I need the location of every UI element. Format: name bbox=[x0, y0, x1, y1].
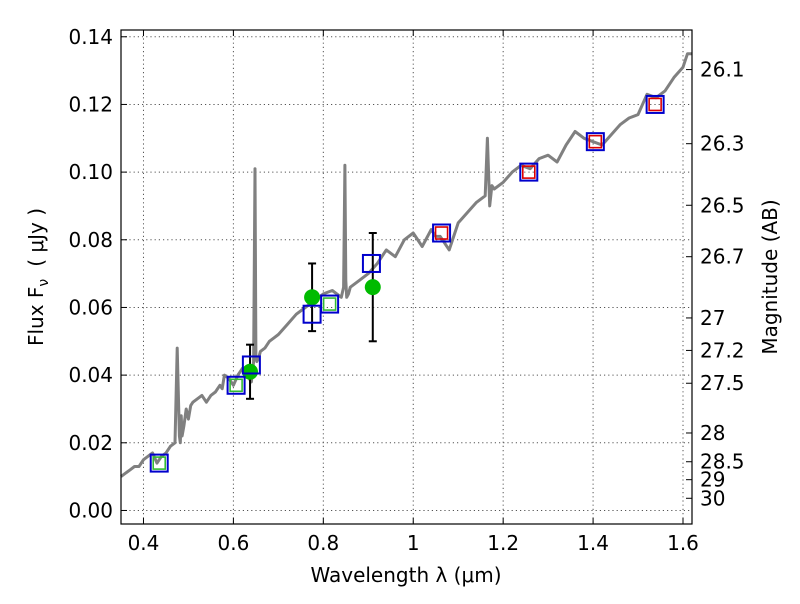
y-tick-label: 0.00 bbox=[68, 498, 113, 522]
x-tick-label: 1.2 bbox=[487, 531, 519, 555]
grid bbox=[121, 30, 692, 524]
y-tick-label: 0.10 bbox=[68, 160, 113, 184]
mag-tick-label: 28.5 bbox=[700, 450, 745, 474]
red-box bbox=[521, 165, 536, 179]
red-box bbox=[648, 97, 662, 112]
y-axis-title: Flux Fν ( μJy ) bbox=[24, 208, 52, 346]
model-flux-box bbox=[519, 162, 539, 182]
model-flux-box bbox=[226, 375, 246, 395]
mag-tick-label: 26.5 bbox=[700, 193, 745, 217]
y-tick-label: 0.12 bbox=[68, 92, 113, 116]
x-tick-label: 0.4 bbox=[128, 531, 160, 555]
model-flux-box bbox=[149, 453, 169, 473]
green-box bbox=[152, 456, 167, 470]
mag-tick-label: 30 bbox=[700, 486, 725, 510]
model-flux-box bbox=[302, 304, 322, 324]
spectrum-line bbox=[120, 52, 692, 478]
green-box bbox=[229, 378, 243, 393]
y-tick-label: 0.06 bbox=[68, 295, 113, 319]
red-box bbox=[588, 134, 603, 149]
model-flux-box bbox=[645, 94, 665, 114]
model-flux-box bbox=[432, 223, 452, 243]
mag-tick-label: 27.5 bbox=[700, 371, 745, 395]
y-axis-title-main: Flux F bbox=[24, 287, 48, 346]
x-tick-label: 1 bbox=[407, 531, 420, 555]
red-box bbox=[434, 226, 449, 240]
model-flux-box bbox=[361, 253, 381, 273]
y-tick-label: 0.08 bbox=[68, 228, 113, 252]
x-axis-title: Wavelength λ (μm) bbox=[310, 563, 501, 587]
observed-point bbox=[364, 279, 381, 296]
plot-frame bbox=[120, 29, 693, 525]
y-axis-title-unit: ( μJy ) bbox=[24, 208, 48, 267]
green-box bbox=[322, 297, 337, 311]
y-tick-label: 0.04 bbox=[68, 363, 113, 387]
mag-tick-label: 26.3 bbox=[700, 132, 745, 156]
x-tick-label: 1.6 bbox=[667, 531, 699, 555]
y-tick-label: 0.02 bbox=[68, 431, 113, 455]
model-flux-box bbox=[585, 132, 605, 152]
points-layer bbox=[149, 94, 665, 473]
mag-tick-label: 29 bbox=[700, 468, 725, 492]
mag-tick-label: 27 bbox=[700, 306, 725, 330]
model-flux-box bbox=[241, 355, 261, 375]
y-axis-title-subscript: ν bbox=[36, 279, 52, 287]
observed-point bbox=[304, 289, 321, 306]
x-tick-label: 1.4 bbox=[577, 531, 609, 555]
mag-tick-label: 26.7 bbox=[700, 245, 745, 269]
observed-point bbox=[242, 363, 259, 380]
mag-tick-label: 28 bbox=[700, 421, 725, 445]
ticks: 0.4 0.6 0.8 1 1.2 1.4 1.6 0.00 0.02 0.04 0.06 0.08 0… bbox=[68, 25, 744, 555]
model-flux-box bbox=[320, 294, 340, 314]
x-tick-label: 0.6 bbox=[217, 531, 249, 555]
mag-tick-label: 27.2 bbox=[700, 338, 745, 362]
x-tick-label: 0.8 bbox=[307, 531, 339, 555]
y-tick-label: 0.14 bbox=[68, 25, 113, 49]
mag-tick-label: 26.1 bbox=[700, 58, 745, 82]
spectrum-layer bbox=[120, 52, 692, 478]
right-axis-title: Magnitude (AB) bbox=[758, 199, 782, 354]
